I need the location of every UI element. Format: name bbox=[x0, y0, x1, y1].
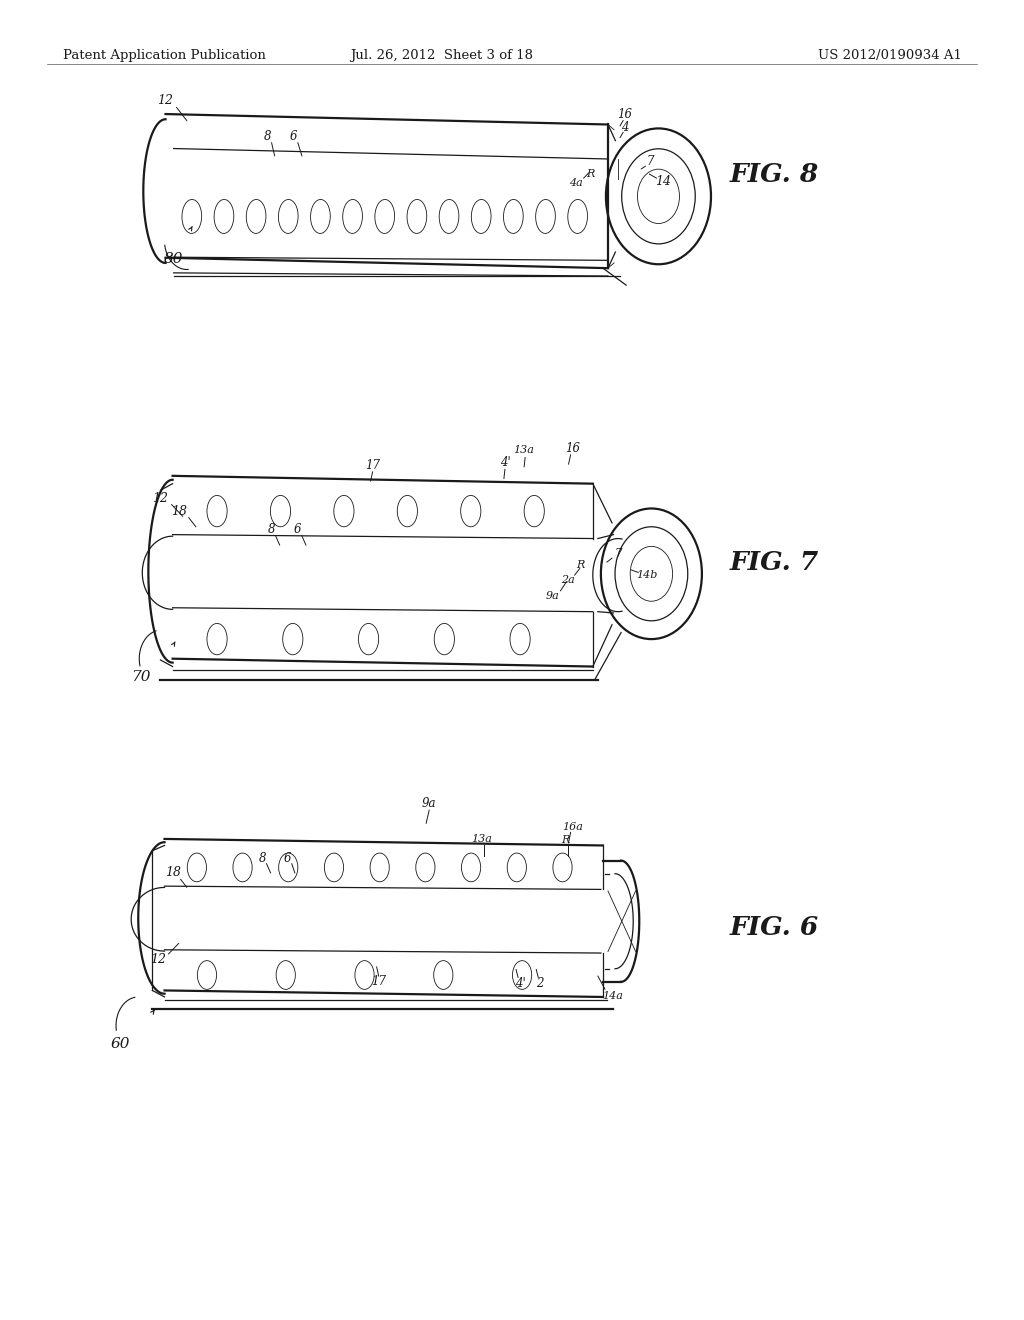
Ellipse shape bbox=[279, 199, 298, 234]
Ellipse shape bbox=[536, 199, 555, 234]
Text: 7: 7 bbox=[614, 548, 622, 561]
Ellipse shape bbox=[310, 199, 331, 234]
Ellipse shape bbox=[232, 853, 252, 882]
Text: 70: 70 bbox=[131, 671, 151, 684]
Ellipse shape bbox=[358, 623, 379, 655]
Text: 13a: 13a bbox=[471, 834, 493, 843]
Text: 8: 8 bbox=[268, 523, 275, 536]
Text: 4: 4 bbox=[622, 120, 629, 133]
Text: 18: 18 bbox=[166, 866, 181, 879]
Ellipse shape bbox=[207, 623, 227, 655]
Ellipse shape bbox=[504, 199, 523, 234]
Ellipse shape bbox=[512, 961, 531, 990]
Text: FIG. 6: FIG. 6 bbox=[729, 915, 818, 940]
Text: 6: 6 bbox=[290, 129, 298, 143]
Ellipse shape bbox=[510, 623, 530, 655]
Ellipse shape bbox=[434, 961, 453, 990]
Text: 80: 80 bbox=[164, 252, 183, 267]
Text: US 2012/0190934 A1: US 2012/0190934 A1 bbox=[817, 49, 962, 62]
Ellipse shape bbox=[434, 623, 455, 655]
Text: R: R bbox=[577, 560, 585, 570]
Text: 6: 6 bbox=[294, 523, 302, 536]
Ellipse shape bbox=[279, 853, 298, 882]
Text: FIG. 8: FIG. 8 bbox=[729, 161, 818, 186]
Text: 16: 16 bbox=[565, 442, 581, 455]
Text: 13a: 13a bbox=[514, 445, 535, 454]
Ellipse shape bbox=[207, 495, 227, 527]
Text: 12: 12 bbox=[153, 491, 169, 504]
Ellipse shape bbox=[334, 495, 354, 527]
Ellipse shape bbox=[355, 961, 374, 990]
Ellipse shape bbox=[375, 199, 394, 234]
Ellipse shape bbox=[462, 853, 480, 882]
Ellipse shape bbox=[370, 853, 389, 882]
Ellipse shape bbox=[246, 199, 266, 234]
Text: R: R bbox=[587, 169, 595, 180]
Ellipse shape bbox=[214, 199, 233, 234]
Ellipse shape bbox=[524, 495, 545, 527]
Ellipse shape bbox=[507, 853, 526, 882]
Ellipse shape bbox=[325, 853, 344, 882]
Text: FIG. 7: FIG. 7 bbox=[729, 549, 818, 574]
Text: 14: 14 bbox=[655, 176, 672, 189]
Text: R: R bbox=[561, 836, 569, 845]
Ellipse shape bbox=[276, 961, 295, 990]
Ellipse shape bbox=[182, 199, 202, 234]
Ellipse shape bbox=[461, 495, 481, 527]
Text: 16: 16 bbox=[617, 107, 633, 120]
Text: 4': 4' bbox=[515, 977, 525, 990]
Text: 18: 18 bbox=[171, 504, 186, 517]
Text: 14b: 14b bbox=[637, 570, 658, 579]
Text: Patent Application Publication: Patent Application Publication bbox=[62, 49, 265, 62]
Text: 4': 4' bbox=[500, 457, 510, 470]
Ellipse shape bbox=[416, 853, 435, 882]
Text: Jul. 26, 2012  Sheet 3 of 18: Jul. 26, 2012 Sheet 3 of 18 bbox=[350, 49, 532, 62]
Text: 12: 12 bbox=[151, 953, 167, 966]
Text: 16a: 16a bbox=[562, 822, 583, 832]
Text: 8: 8 bbox=[259, 851, 266, 865]
Text: 17: 17 bbox=[371, 974, 386, 987]
Ellipse shape bbox=[567, 199, 588, 234]
Ellipse shape bbox=[270, 495, 291, 527]
Text: 2a: 2a bbox=[561, 576, 574, 585]
Ellipse shape bbox=[187, 853, 207, 882]
Text: 8: 8 bbox=[264, 129, 271, 143]
Ellipse shape bbox=[283, 623, 303, 655]
Text: 6: 6 bbox=[284, 851, 292, 865]
Text: 4a: 4a bbox=[568, 178, 583, 189]
Ellipse shape bbox=[553, 853, 572, 882]
Ellipse shape bbox=[397, 495, 418, 527]
Ellipse shape bbox=[198, 961, 216, 990]
Text: 14a: 14a bbox=[602, 991, 624, 1001]
Text: 9a: 9a bbox=[546, 591, 559, 601]
Ellipse shape bbox=[407, 199, 427, 234]
Ellipse shape bbox=[439, 199, 459, 234]
Text: 9a: 9a bbox=[422, 797, 436, 810]
Text: 7: 7 bbox=[646, 154, 654, 168]
Text: 12: 12 bbox=[158, 95, 173, 107]
Ellipse shape bbox=[343, 199, 362, 234]
Ellipse shape bbox=[471, 199, 492, 234]
Text: 60: 60 bbox=[111, 1038, 130, 1051]
Text: 17: 17 bbox=[366, 459, 380, 471]
Text: 2: 2 bbox=[537, 977, 544, 990]
